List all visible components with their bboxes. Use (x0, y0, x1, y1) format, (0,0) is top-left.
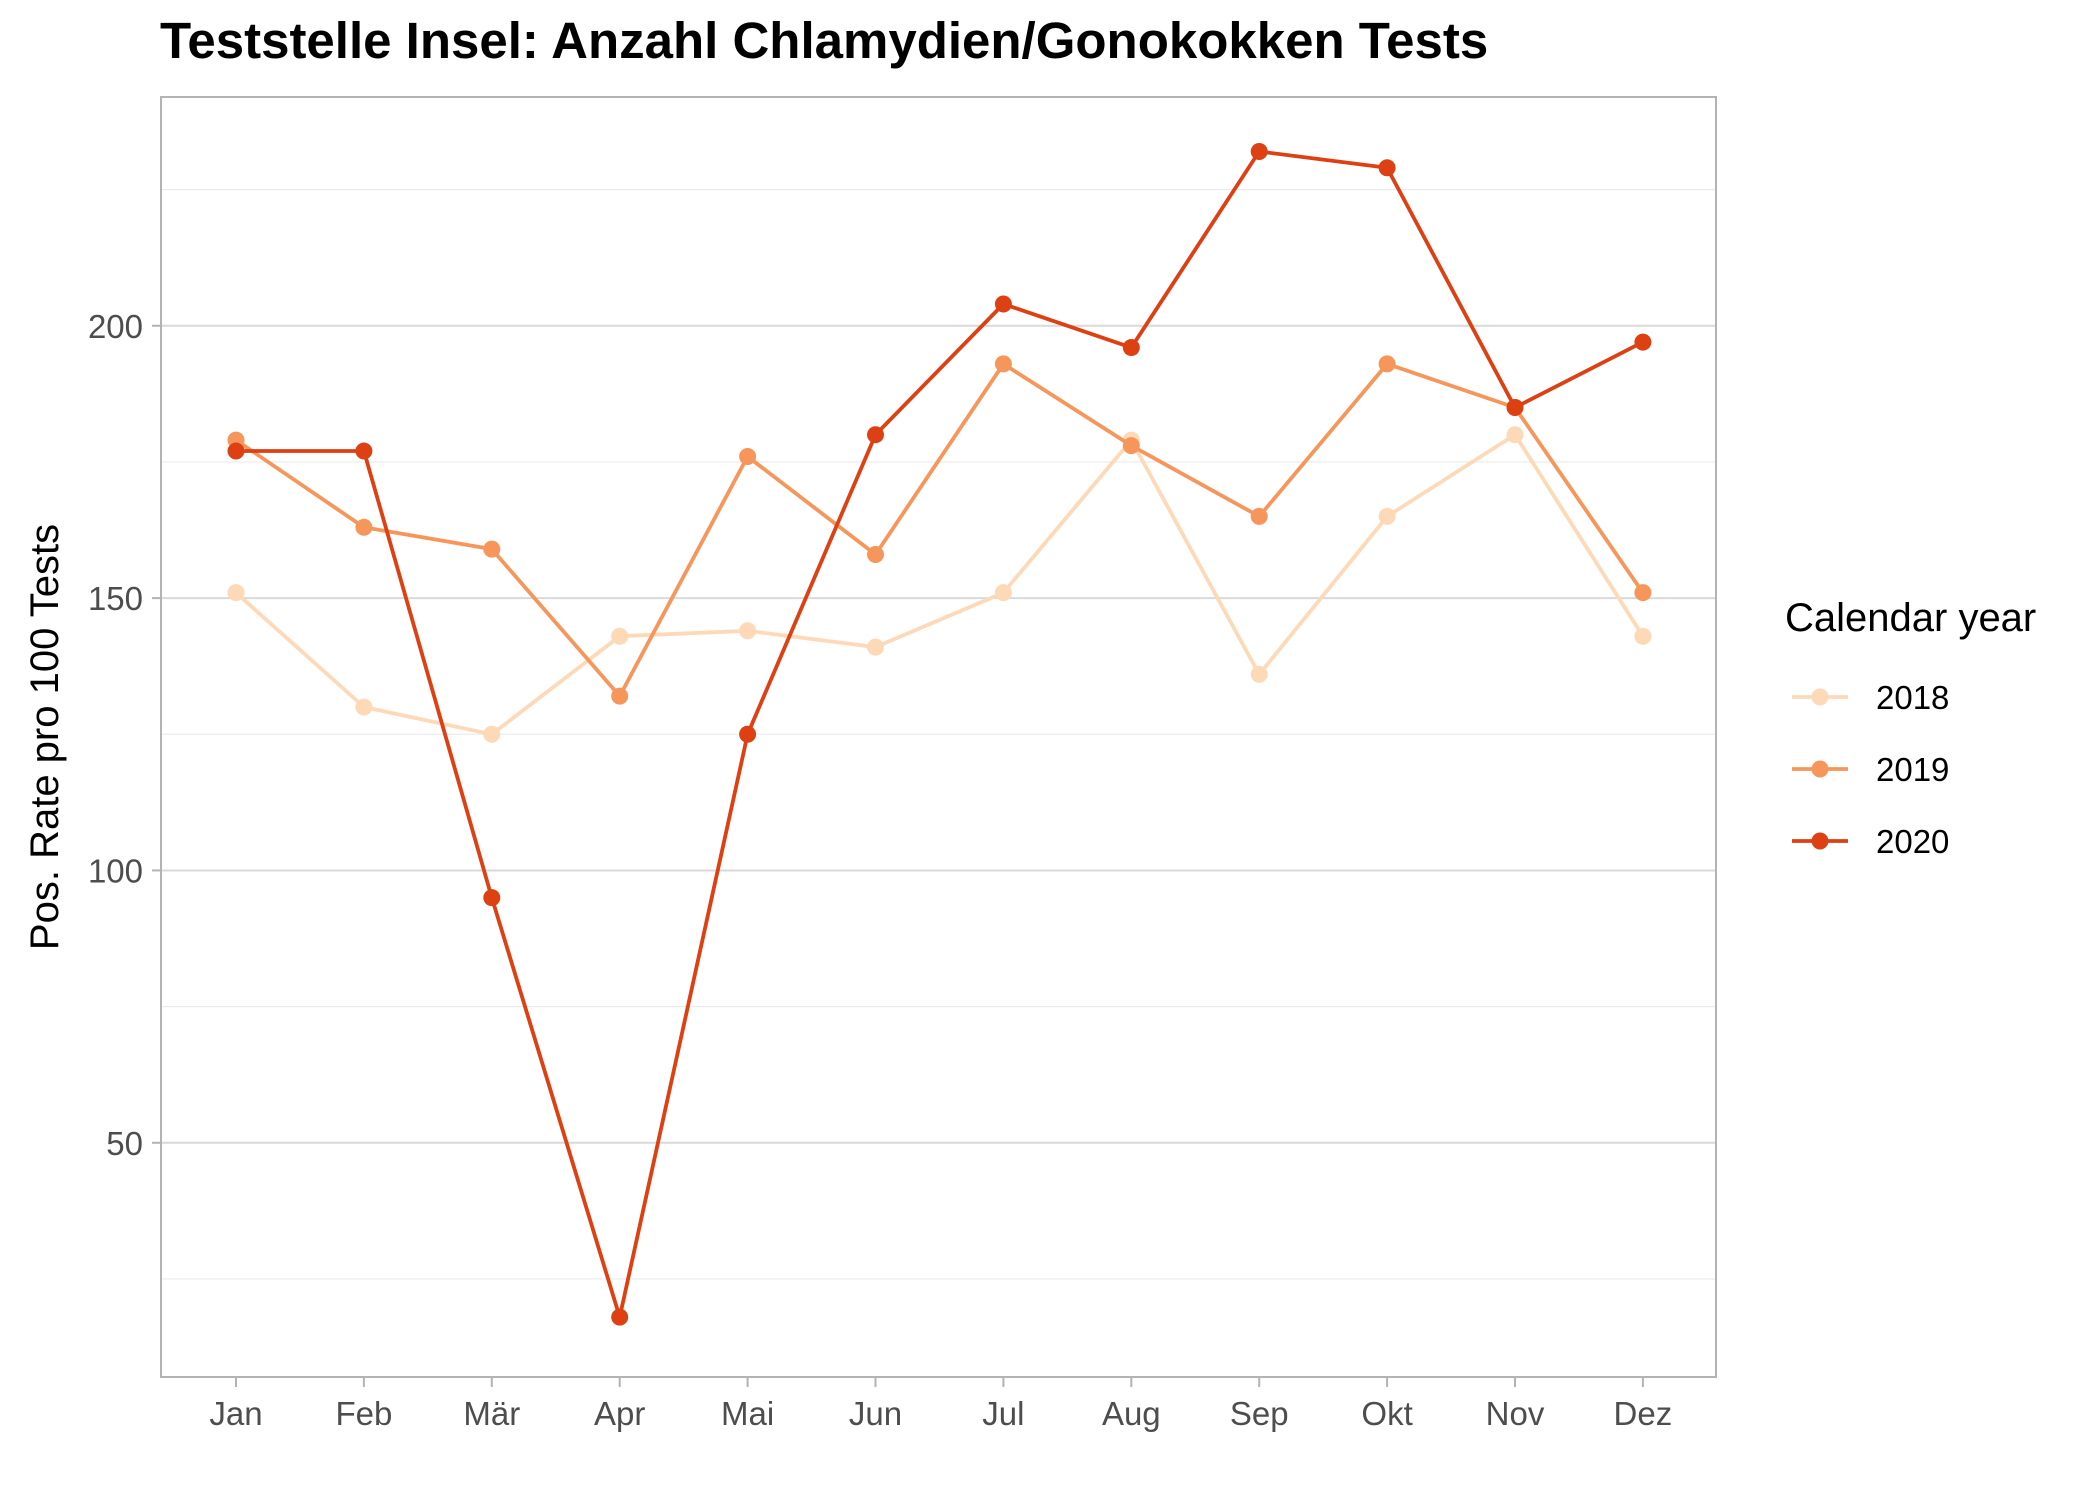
x-axis: Jan Feb Mär Apr Mai Jun Jul Aug Sep Okt Nov Dez (209, 1377, 1672, 1432)
data-point (1250, 142, 1268, 160)
y-tick-label: 150 (88, 580, 143, 617)
data-point (227, 442, 245, 460)
data-point (994, 295, 1012, 313)
series-2020 (227, 142, 1652, 1326)
x-tick-label: Aug (1102, 1395, 1161, 1432)
data-point (1378, 355, 1396, 373)
data-point (1250, 665, 1268, 683)
data-point (1378, 507, 1396, 525)
x-tick-label: Apr (594, 1395, 645, 1432)
data-point (227, 584, 245, 602)
data-point (355, 442, 373, 460)
grid-lines (161, 188, 1716, 1280)
data-point (1506, 398, 1524, 416)
x-tick-label: Dez (1614, 1395, 1673, 1432)
data-point (483, 540, 501, 558)
legend-label: 2020 (1876, 823, 1949, 860)
data-point (611, 687, 629, 705)
series-layer (227, 142, 1652, 1326)
legend-item-2018: 2018 (1792, 679, 1949, 716)
data-point (483, 889, 501, 907)
x-tick-label: Sep (1230, 1395, 1289, 1432)
data-point (867, 638, 884, 656)
chart-title: Teststelle Insel: Anzahl Chlamydien/Gono… (160, 12, 1488, 69)
data-point (1122, 339, 1140, 357)
x-tick-label: Mär (463, 1395, 520, 1432)
y-tick-label: 50 (106, 1125, 143, 1162)
data-point (1122, 437, 1140, 455)
plot-panel-border (160, 96, 1717, 1378)
data-point (739, 622, 757, 640)
legend-label: 2019 (1876, 751, 1949, 788)
x-tick-label: Jun (849, 1395, 902, 1432)
series-2019 (227, 355, 1652, 705)
legend-item-2020: 2020 (1792, 823, 1949, 860)
x-tick-label: Jul (982, 1395, 1024, 1432)
series-2018 (227, 426, 1652, 743)
data-point (1634, 584, 1652, 602)
data-point (355, 518, 373, 536)
legend-item-2019: 2019 (1792, 751, 1949, 788)
x-tick-label: Nov (1486, 1395, 1545, 1432)
legend-label: 2018 (1876, 679, 1949, 716)
y-tick-label: 100 (88, 852, 143, 889)
legend: Calendar year 2018 2019 2020 (1785, 596, 2036, 860)
x-tick-label: Feb (335, 1395, 392, 1432)
data-point (867, 546, 884, 564)
data-point (994, 355, 1012, 373)
data-point (1250, 507, 1268, 525)
y-axis: 50 100 150 200 (88, 308, 161, 1162)
legend-title: Calendar year (1785, 596, 2036, 640)
legend-key-point (1811, 760, 1829, 778)
series-line-2018 (234, 432, 1645, 737)
data-point (611, 627, 629, 645)
data-point (1506, 426, 1524, 444)
legend-key-point (1811, 688, 1829, 706)
x-tick-label: Mai (721, 1395, 774, 1432)
x-tick-label: Jan (209, 1395, 262, 1432)
data-point (483, 725, 501, 743)
data-point (1634, 333, 1652, 351)
series-line-2020 (234, 149, 1645, 1319)
data-point (1634, 627, 1652, 645)
x-tick-label: Okt (1361, 1395, 1412, 1432)
data-point (739, 725, 757, 743)
data-point (611, 1308, 629, 1326)
data-point (867, 426, 884, 444)
series-line-2019 (234, 361, 1645, 698)
data-point (355, 698, 373, 716)
legend-key-point (1811, 832, 1829, 850)
y-tick-label: 200 (88, 308, 143, 345)
data-point (739, 447, 757, 465)
y-axis-label: Pos. Rate pro 100 Tests (23, 524, 67, 950)
data-point (1378, 159, 1396, 177)
data-point (994, 584, 1012, 602)
